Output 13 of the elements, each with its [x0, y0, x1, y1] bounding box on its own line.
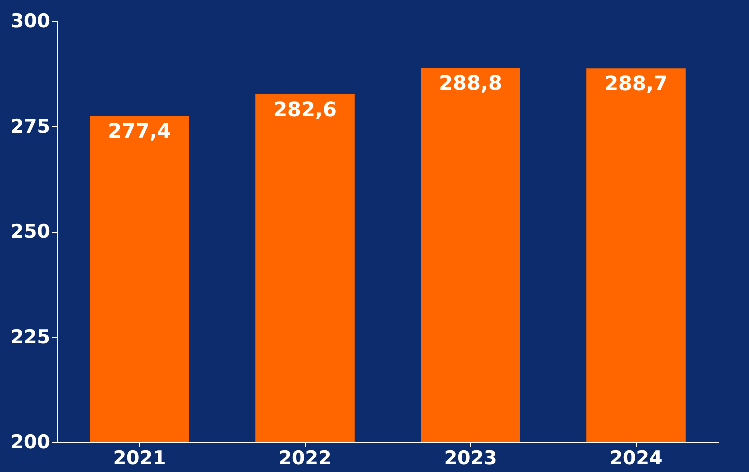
x-tick-label: 2024 [610, 448, 663, 470]
data-label: 288,8 [439, 71, 502, 96]
x-tick-label: 2023 [444, 448, 498, 470]
x-tick-label: 2022 [278, 448, 332, 470]
y-tick-label: 275 [10, 116, 50, 138]
y-tick-label: 225 [10, 326, 50, 348]
y-tick-label: 300 [10, 10, 50, 32]
y-tick-label: 250 [10, 221, 50, 243]
data-label: 282,6 [274, 97, 337, 122]
data-label: 277,4 [108, 119, 172, 144]
x-tick-label: 2021 [113, 448, 166, 470]
y-tick-label: 200 [10, 432, 50, 454]
data-label: 288,7 [604, 72, 668, 96]
